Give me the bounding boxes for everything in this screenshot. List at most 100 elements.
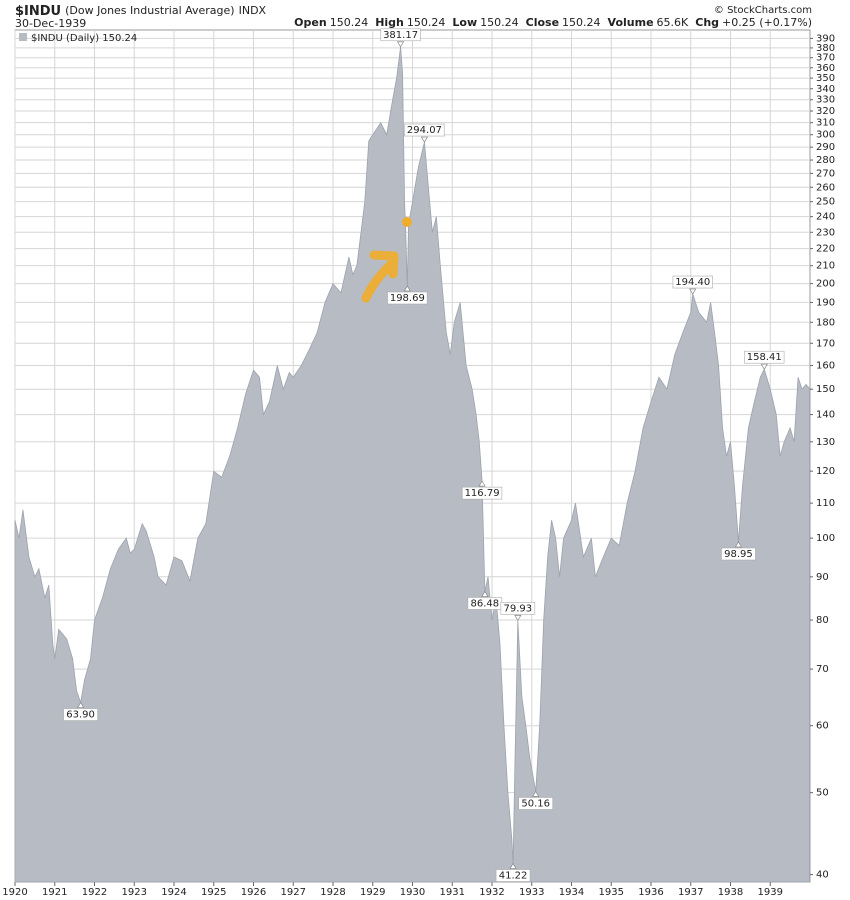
x-tick-label: 1926 (241, 887, 266, 898)
y-tick-label: 260 (816, 182, 835, 193)
y-tick-label: 100 (816, 533, 835, 544)
full-name: (Dow Jones Industrial Average) (65, 4, 234, 17)
annotation-marker (760, 363, 768, 370)
y-tick-label: 50 (816, 788, 829, 799)
x-tick-label: 1928 (320, 887, 345, 898)
y-tick-label: 180 (816, 317, 835, 328)
annotation-label: 63.90 (66, 710, 95, 721)
header-title: $INDU (Dow Jones Industrial Average) INDX (15, 4, 267, 19)
annotation-marker (514, 615, 522, 622)
y-tick-label: 160 (816, 361, 835, 372)
y-tick-label: 300 (816, 130, 835, 141)
y-tick-label: 280 (816, 155, 835, 166)
annotation-marker (689, 288, 697, 295)
annotation-marker (403, 285, 411, 292)
symbol: $INDU (15, 4, 61, 19)
annotation-box (404, 123, 445, 137)
annotation-label: 98.95 (724, 549, 753, 560)
y-tick-label: 370 (816, 53, 835, 64)
quote-value: 150.24 (480, 16, 519, 29)
annotation-marker (509, 862, 517, 869)
y-tick-label: 70 (816, 664, 829, 675)
annotation-label: 381.17 (383, 30, 418, 41)
annotation-marker (734, 541, 743, 548)
quote-label: Low (452, 16, 477, 29)
x-tick-label: 1923 (122, 887, 147, 898)
x-tick-label: 1932 (479, 887, 504, 898)
y-tick-label: 360 (816, 63, 835, 74)
annotation-label: 79.93 (504, 603, 533, 614)
annotation-box (518, 797, 554, 810)
x-tick-label: 1933 (519, 887, 544, 898)
quote-label: Close (526, 16, 559, 29)
y-tick-label: 130 (816, 437, 835, 448)
x-tick-label: 1935 (599, 887, 624, 898)
quote-label: High (375, 16, 404, 29)
exchange: INDX (239, 4, 267, 17)
y-tick-label: 170 (816, 338, 835, 349)
y-tick-label: 150 (816, 384, 835, 395)
annotation-marker (478, 480, 486, 487)
annotation-marker (532, 790, 540, 797)
y-tick-label: 90 (816, 572, 829, 583)
quote-value: 65.6K (657, 16, 689, 29)
y-tick-label: 200 (816, 279, 835, 290)
y-tick-label: 140 (816, 410, 835, 421)
y-tick-label: 330 (816, 95, 835, 106)
quote-bar: Open 150.24 High 150.24 Low 150.24 Close 150.24… (294, 16, 812, 29)
x-tick-label: 1937 (678, 887, 703, 898)
x-tick-label: 1939 (758, 887, 783, 898)
annotation-box (495, 869, 531, 882)
quote-label: Open (294, 16, 327, 29)
y-tick-label: 290 (816, 142, 835, 153)
x-tick-label: 1922 (82, 887, 107, 898)
annotation-label: 41.22 (499, 871, 528, 882)
annotation-box (672, 275, 713, 289)
annotation-box (380, 28, 421, 42)
quote-value: 150.24 (562, 16, 601, 29)
x-tick-label: 1929 (360, 887, 385, 898)
annotation-marker (481, 590, 489, 597)
y-tick-label: 250 (816, 197, 835, 208)
highlight-dot (402, 217, 412, 227)
y-tick-label: 340 (816, 84, 835, 95)
y-tick-label: 390 (816, 33, 835, 44)
y-tick-label: 220 (816, 244, 835, 255)
annotation-label: 294.07 (407, 125, 442, 136)
annotation-label: 116.79 (465, 488, 500, 499)
y-tick-label: 240 (816, 212, 835, 223)
y-tick-label: 350 (816, 73, 835, 84)
y-tick-label: 120 (816, 466, 835, 477)
quote-label: Chg (695, 16, 719, 29)
x-tick-label: 1925 (201, 887, 226, 898)
y-tick-label: 380 (816, 43, 835, 54)
y-tick-label: 40 (816, 870, 829, 881)
legend-swatch (19, 33, 27, 41)
annotation-box (721, 547, 756, 561)
y-tick-label: 110 (816, 498, 835, 509)
annotation-marker (76, 701, 85, 708)
annotation-marker (396, 41, 405, 48)
legend-label: $INDU (Daily) 150.24 (31, 33, 137, 44)
y-tick-label: 190 (816, 297, 835, 308)
annotation-box (387, 291, 428, 305)
annotation-box (744, 350, 785, 364)
annotation-box (500, 602, 536, 615)
x-tick-label: 1930 (400, 887, 425, 898)
annotation-label: 194.40 (675, 277, 710, 288)
quote-value: 150.24 (407, 16, 446, 29)
x-tick-label: 1931 (440, 887, 465, 898)
y-tick-label: 310 (816, 118, 835, 129)
date: 30-Dec-1939 (15, 17, 86, 30)
y-tick-label: 230 (816, 227, 835, 238)
annotation-box (461, 486, 503, 500)
annotation-label: 158.41 (747, 352, 782, 363)
quote-value: 150.24 (330, 16, 369, 29)
annotation-label: 50.16 (521, 798, 550, 809)
credit: © StockCharts.com (714, 5, 812, 16)
x-tick-label: 1936 (638, 887, 663, 898)
x-tick-label: 1938 (718, 887, 743, 898)
quote-value: +0.25 (+0.17%) (722, 16, 812, 29)
annotation-box (63, 708, 98, 721)
